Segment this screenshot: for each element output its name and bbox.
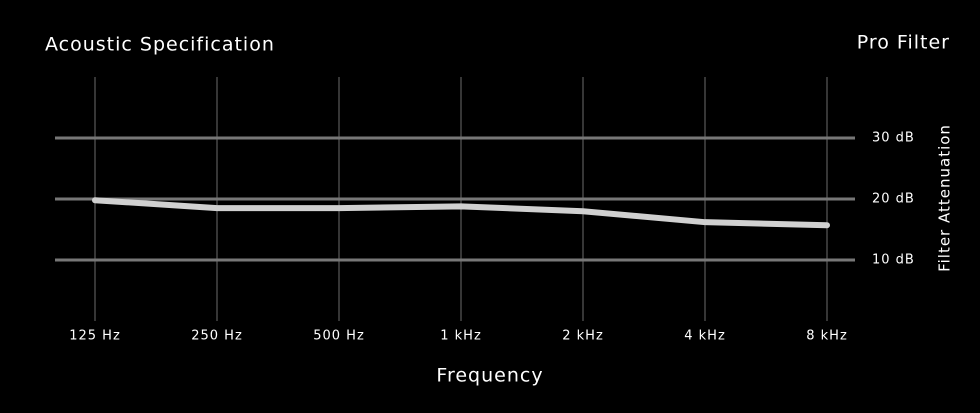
- x-tick-label: 8 kHz: [806, 329, 848, 344]
- x-tick-label: 4 kHz: [684, 329, 726, 344]
- chart-subtitle: Pro Filter: [857, 32, 950, 54]
- x-tick-label: 125 Hz: [69, 329, 121, 344]
- y-tick-label: 20 dB: [872, 192, 915, 207]
- y-tick-label: 30 dB: [872, 131, 915, 146]
- y-tick-label: 10 dB: [872, 253, 915, 268]
- x-tick-label: 2 kHz: [562, 329, 604, 344]
- chart-title: Acoustic Specification: [45, 34, 275, 56]
- x-axis-label: Frequency: [436, 365, 543, 387]
- x-tick-label: 500 Hz: [313, 329, 365, 344]
- x-tick-label: 250 Hz: [191, 329, 243, 344]
- x-tick-label: 1 kHz: [440, 329, 482, 344]
- data-line: [92, 197, 830, 229]
- y-axis-label: Filter Attenuation: [936, 124, 954, 272]
